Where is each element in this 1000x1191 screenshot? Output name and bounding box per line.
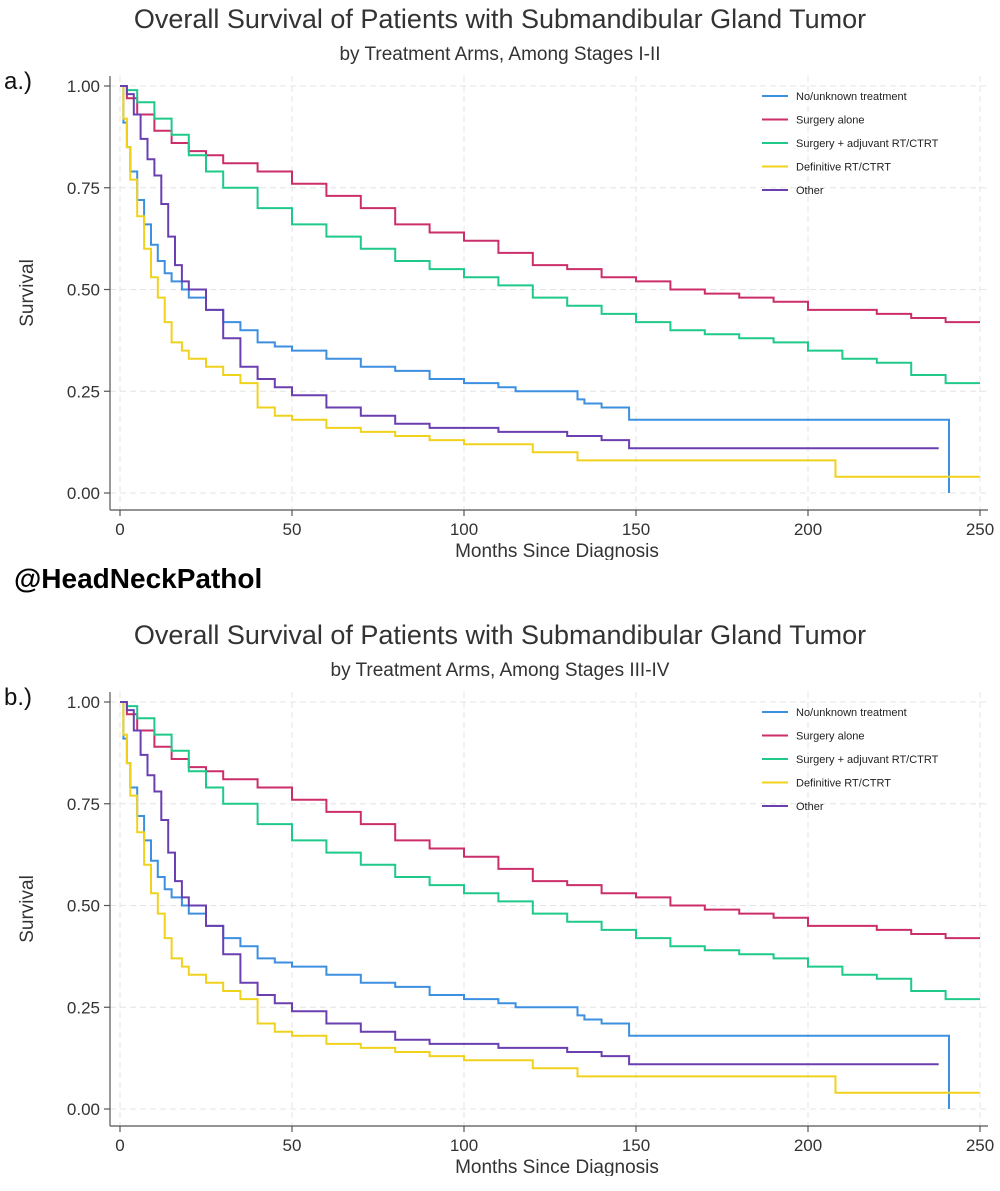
y-tick-label: 0.00 bbox=[67, 484, 100, 503]
x-tick-label: 0 bbox=[115, 1136, 124, 1155]
gridlines bbox=[110, 692, 988, 1126]
chart-panel-a: Overall Survival of Patients with Subman… bbox=[0, 0, 1000, 560]
y-axis-title: Survival bbox=[17, 259, 38, 327]
x-tick-label: 150 bbox=[622, 1136, 650, 1155]
legend-entry: Surgery + adjuvant RT/CTRT bbox=[796, 754, 939, 766]
series-line-surgery-adjuvant-rt-ctrt bbox=[120, 701, 980, 1001]
x-tick-label: 150 bbox=[622, 520, 650, 539]
x-tick-label: 250 bbox=[966, 1136, 994, 1155]
x-tick-label: 100 bbox=[450, 1136, 478, 1155]
series-line-other bbox=[120, 85, 939, 450]
survival-plot: 0.00 0.25 0.50 0.75 1.00 0 50 100 150 200 250 Month… bbox=[17, 692, 994, 1176]
y-tick-label: 0.00 bbox=[67, 1100, 100, 1119]
y-axis-title: Survival bbox=[17, 875, 38, 943]
chart-title: Overall Survival of Patients with Subman… bbox=[133, 4, 867, 34]
legend-entry: Other bbox=[796, 801, 824, 813]
y-tick-label: 0.75 bbox=[67, 179, 100, 198]
y-tick-label: 0.75 bbox=[67, 795, 100, 814]
chart-title: Overall Survival of Patients with Subman… bbox=[133, 620, 867, 650]
x-axis-title: Months Since Diagnosis bbox=[455, 1157, 659, 1176]
chart-panel-b: Overall Survival of Patients with Subman… bbox=[0, 616, 1000, 1176]
x-tick-label: 200 bbox=[794, 520, 822, 539]
legend-entry: Surgery + adjuvant RT/CTRT bbox=[796, 138, 939, 150]
x-tick-label: 50 bbox=[283, 1136, 302, 1155]
series-line-definitive-rt-ctrt bbox=[120, 701, 980, 1094]
y-tick-label: 0.50 bbox=[67, 897, 100, 916]
chart-subtitle: by Treatment Arms, Among Stages III-IV bbox=[330, 660, 670, 681]
y-tick-label: 1.00 bbox=[67, 693, 100, 712]
x-tick-label: 50 bbox=[283, 520, 302, 539]
x-tick-label: 100 bbox=[450, 520, 478, 539]
x-axis-title: Months Since Diagnosis bbox=[455, 541, 659, 560]
legend-entry: No/unknown treatment bbox=[796, 707, 907, 719]
chart-subtitle: by Treatment Arms, Among Stages I-II bbox=[339, 44, 661, 65]
x-tick-label: 200 bbox=[794, 1136, 822, 1155]
legend-entry: Surgery alone bbox=[796, 731, 865, 743]
gridlines bbox=[110, 76, 988, 510]
legend-entry: Other bbox=[796, 185, 824, 197]
series-line-no-unknown-treatment bbox=[120, 701, 950, 1109]
y-tick-label: 1.00 bbox=[67, 77, 100, 96]
y-tick-label: 0.50 bbox=[67, 281, 100, 300]
panel-label: a.) bbox=[4, 68, 33, 95]
series-line-other bbox=[120, 701, 939, 1066]
legend: No/unknown treatment Surgery alone Surgery… bbox=[762, 707, 939, 813]
legend: No/unknown treatment Surgery alone Surgery… bbox=[762, 91, 939, 197]
legend-entry: Surgery alone bbox=[796, 115, 865, 127]
y-tick-label: 0.25 bbox=[67, 998, 100, 1017]
x-tick-label: 250 bbox=[966, 520, 994, 539]
legend-entry: Definitive RT/CTRT bbox=[796, 162, 891, 174]
series-line-definitive-rt-ctrt bbox=[120, 85, 980, 478]
watermark-handle: @HeadNeckPathol bbox=[14, 563, 263, 594]
y-tick-label: 0.25 bbox=[67, 382, 100, 401]
x-tick-label: 0 bbox=[115, 520, 124, 539]
legend-entry: Definitive RT/CTRT bbox=[796, 778, 891, 790]
panel-label: b.) bbox=[4, 684, 33, 711]
series-line-surgery-adjuvant-rt-ctrt bbox=[120, 85, 980, 385]
series-line-no-unknown-treatment bbox=[120, 85, 950, 493]
survival-plot: 0.00 0.25 0.50 0.75 1.00 0 50 100 150 200 250 Month… bbox=[17, 76, 994, 560]
legend-entry: No/unknown treatment bbox=[796, 91, 907, 103]
